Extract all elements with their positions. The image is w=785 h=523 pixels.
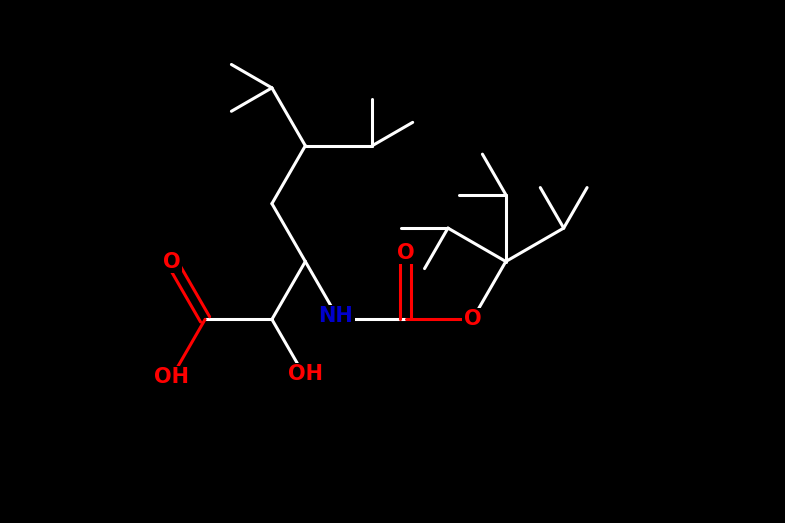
Text: OH: OH bbox=[154, 367, 189, 387]
Text: O: O bbox=[162, 252, 181, 271]
Text: NH: NH bbox=[319, 306, 353, 326]
Text: O: O bbox=[396, 243, 414, 263]
Text: OH: OH bbox=[288, 365, 323, 384]
Text: O: O bbox=[464, 310, 481, 329]
